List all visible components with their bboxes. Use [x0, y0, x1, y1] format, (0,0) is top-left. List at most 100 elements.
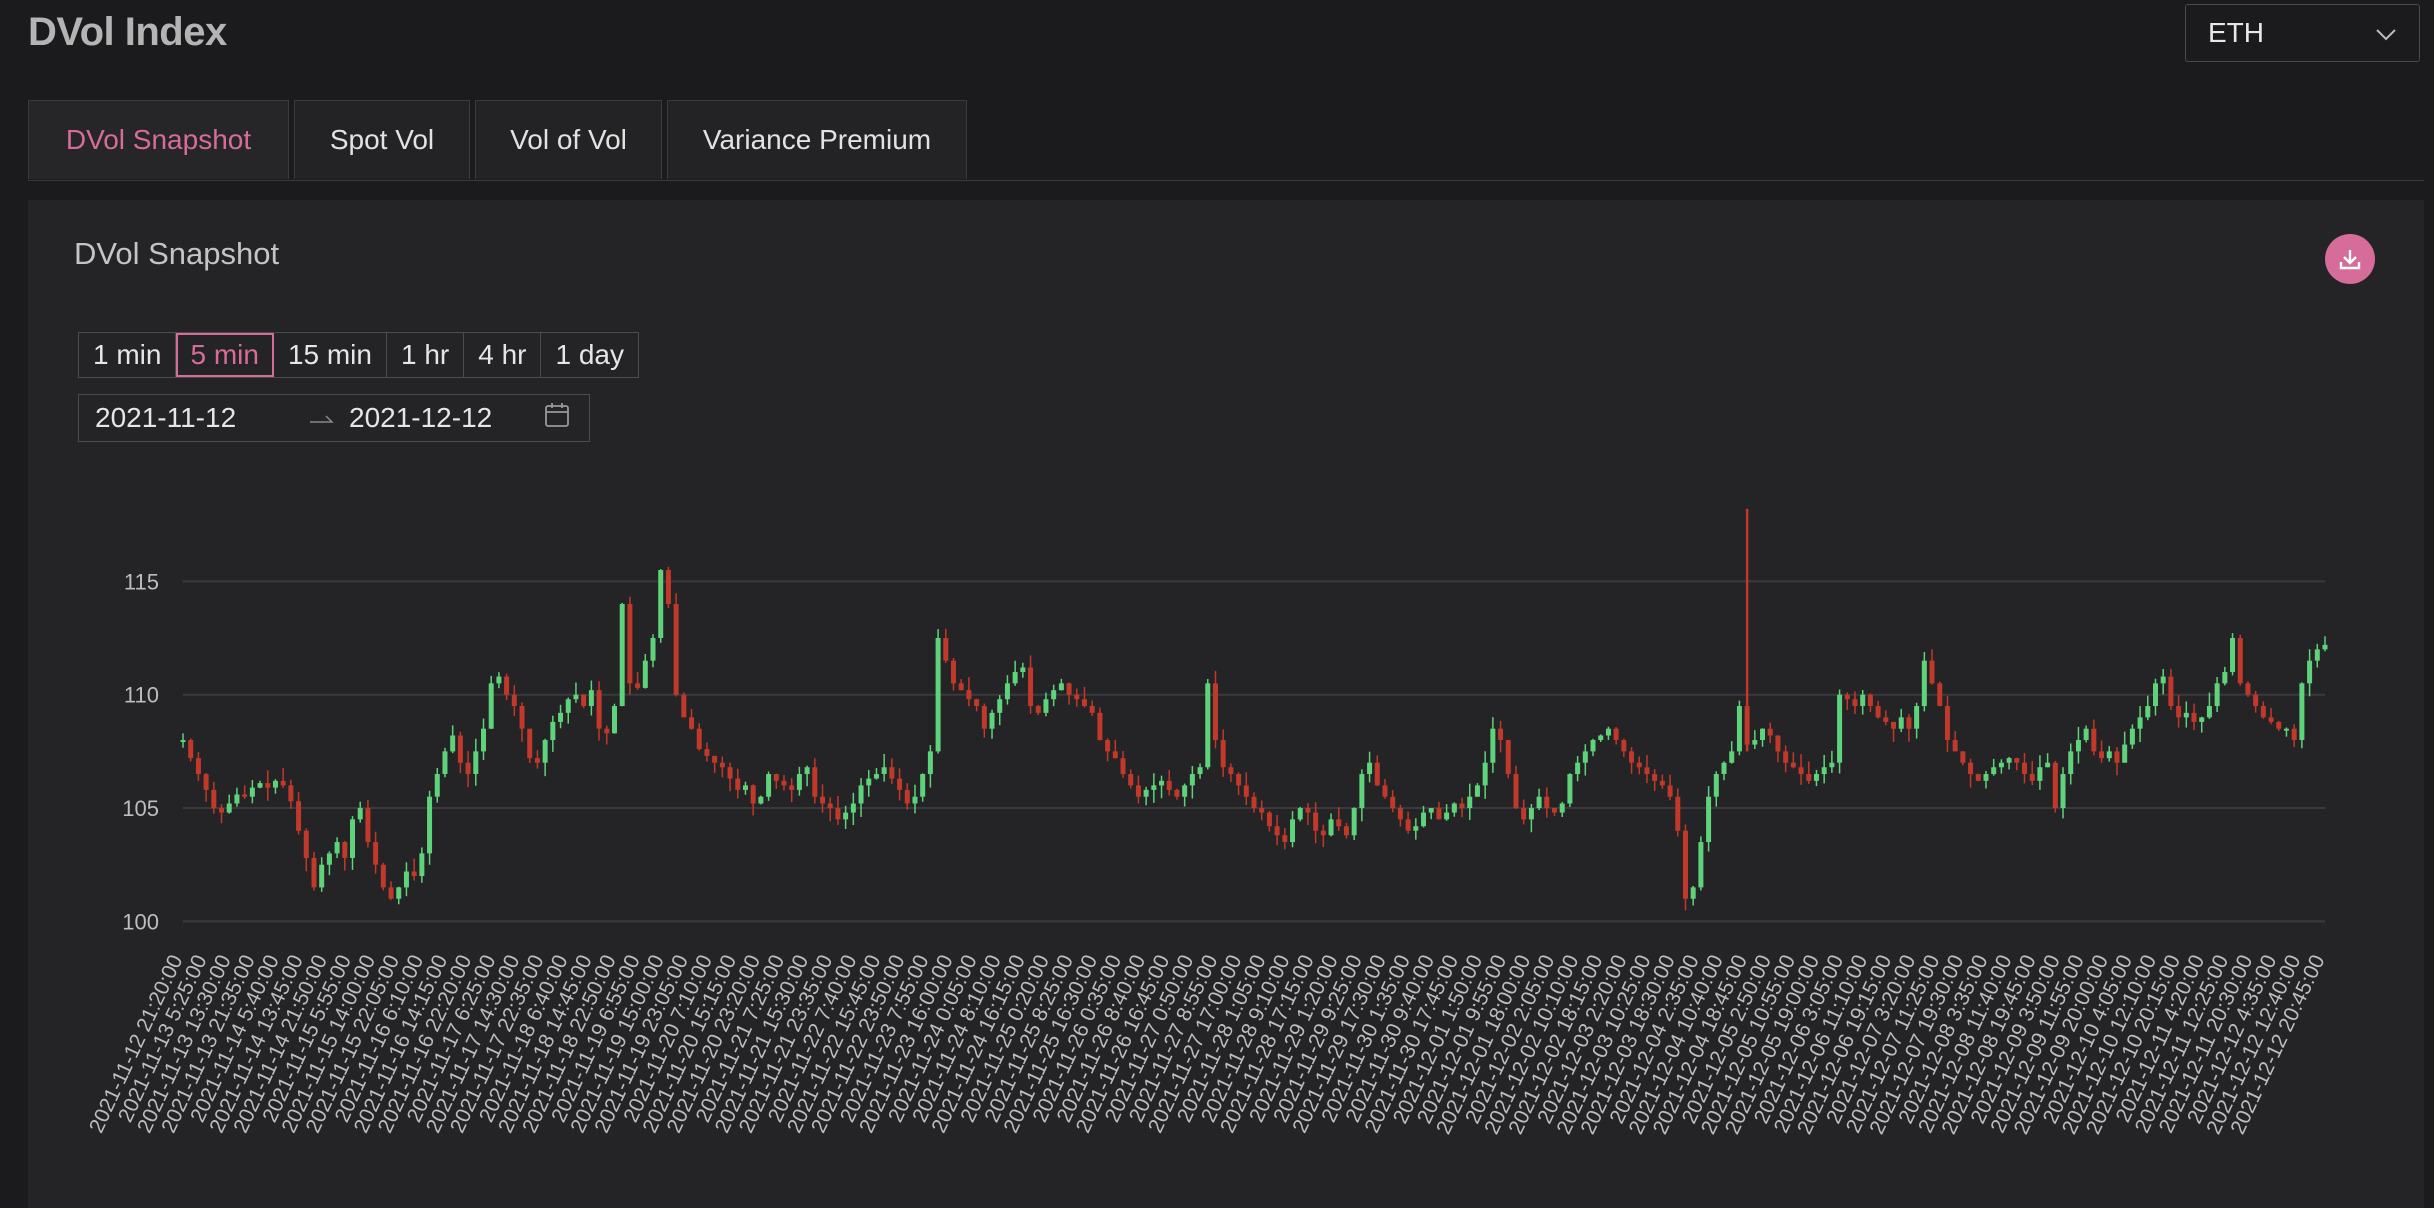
candle	[1189, 766, 1195, 799]
candle	[1867, 693, 1873, 713]
end-date-input[interactable]: 2021-12-12	[349, 402, 493, 433]
panel-title: DVol Snapshot	[74, 236, 280, 271]
candle	[1837, 689, 1843, 774]
candle	[2106, 746, 2112, 762]
tab-spot-vol[interactable]: Spot Vol	[294, 100, 470, 179]
chevron-down-icon	[2375, 17, 2397, 49]
interval-4hr-button[interactable]: 4 hr	[464, 333, 542, 377]
start-date-input[interactable]: 2021-11-12	[95, 402, 237, 433]
candle	[850, 792, 856, 826]
calendar-icon[interactable]	[543, 401, 571, 436]
candle	[796, 766, 802, 796]
page-title: DVol Index	[28, 10, 227, 54]
candle	[835, 795, 841, 826]
y-tick-label: 110	[124, 683, 159, 708]
candle	[619, 602, 625, 707]
candle	[350, 816, 356, 870]
candle	[280, 767, 286, 788]
candle	[1652, 769, 1658, 791]
download-icon	[2339, 250, 2361, 270]
candle	[712, 755, 718, 773]
interval-15min-button[interactable]: 15 min	[274, 333, 387, 377]
candle	[758, 795, 764, 805]
candle	[873, 768, 879, 780]
candle	[897, 768, 903, 801]
candle	[1960, 751, 1966, 766]
candle	[1043, 692, 1049, 717]
candle	[1598, 734, 1604, 742]
candle	[2114, 747, 2120, 776]
candle	[1813, 769, 1819, 787]
candle	[1166, 769, 1172, 796]
candle	[1667, 774, 1673, 801]
candle	[588, 680, 594, 716]
candle	[1844, 692, 1850, 711]
candle	[288, 779, 294, 809]
candle	[1582, 744, 1588, 776]
candle	[1528, 803, 1534, 833]
candle	[1605, 726, 1611, 740]
candle	[2230, 633, 2236, 676]
candle	[1914, 702, 1920, 739]
candle	[943, 628, 949, 663]
candle	[334, 837, 340, 859]
candle	[1413, 818, 1419, 840]
candle	[1182, 783, 1188, 807]
interval-1day-button[interactable]: 1 day	[555, 339, 624, 370]
candle	[1313, 802, 1319, 844]
candle	[1636, 756, 1642, 775]
candle	[242, 785, 248, 799]
candle	[1613, 727, 1619, 745]
candle	[2291, 724, 2297, 747]
candle	[2145, 695, 2151, 721]
candle	[1898, 708, 1904, 733]
candle	[211, 781, 217, 814]
candle	[611, 703, 617, 734]
candle	[357, 801, 363, 823]
candle	[234, 787, 240, 807]
candle	[457, 731, 463, 774]
candle	[2299, 682, 2305, 749]
interval-1min-button[interactable]: 1 min	[79, 333, 177, 377]
candle	[2214, 676, 2220, 713]
y-tick-label: 105	[122, 796, 159, 821]
candle	[889, 758, 895, 784]
candle	[1690, 885, 1696, 906]
download-button[interactable]	[2325, 234, 2375, 284]
candle	[766, 771, 772, 801]
candle	[727, 762, 733, 792]
candle	[473, 738, 479, 786]
tab-vol-of-vol[interactable]: Vol of Vol	[475, 100, 662, 179]
candle	[1821, 754, 1827, 784]
candle	[1521, 799, 1527, 825]
candle	[496, 672, 502, 689]
interval-5min-button[interactable]: 5 min	[176, 333, 274, 377]
candle	[642, 653, 648, 689]
candle	[1983, 770, 1989, 789]
candle	[858, 777, 864, 817]
candle	[2068, 743, 2074, 785]
candle	[2307, 649, 2313, 697]
candle	[527, 728, 533, 764]
candle	[673, 593, 679, 697]
candle	[735, 768, 741, 799]
date-range-picker: 2021-11-12 2021-12-12	[78, 394, 590, 442]
candle	[1320, 824, 1326, 848]
candle	[1074, 688, 1080, 707]
asset-select[interactable]: ETH	[2185, 4, 2420, 62]
candle	[866, 769, 872, 797]
candle	[2152, 678, 2158, 716]
y-tick-label: 100	[122, 909, 159, 934]
tab-dvol-snapshot[interactable]: DVol Snapshot	[28, 100, 289, 179]
interval-1hr-button[interactable]: 1 hr	[387, 333, 465, 377]
candle	[2006, 756, 2012, 770]
candle	[442, 747, 448, 778]
candle	[1151, 773, 1157, 803]
y-tick-label: 115	[124, 569, 159, 594]
candle	[1290, 811, 1296, 848]
candle	[1421, 805, 1427, 828]
candle	[2222, 666, 2228, 686]
candle	[1536, 788, 1542, 810]
tab-variance-premium[interactable]: Variance Premium	[667, 100, 967, 179]
